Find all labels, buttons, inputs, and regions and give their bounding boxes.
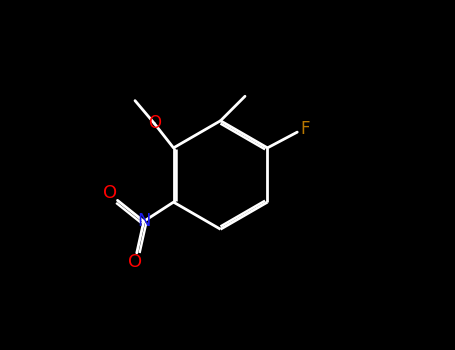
Text: N: N — [137, 212, 151, 230]
Text: F: F — [300, 120, 310, 138]
Text: O: O — [148, 114, 161, 132]
Text: O: O — [103, 184, 117, 202]
Text: O: O — [128, 253, 142, 271]
